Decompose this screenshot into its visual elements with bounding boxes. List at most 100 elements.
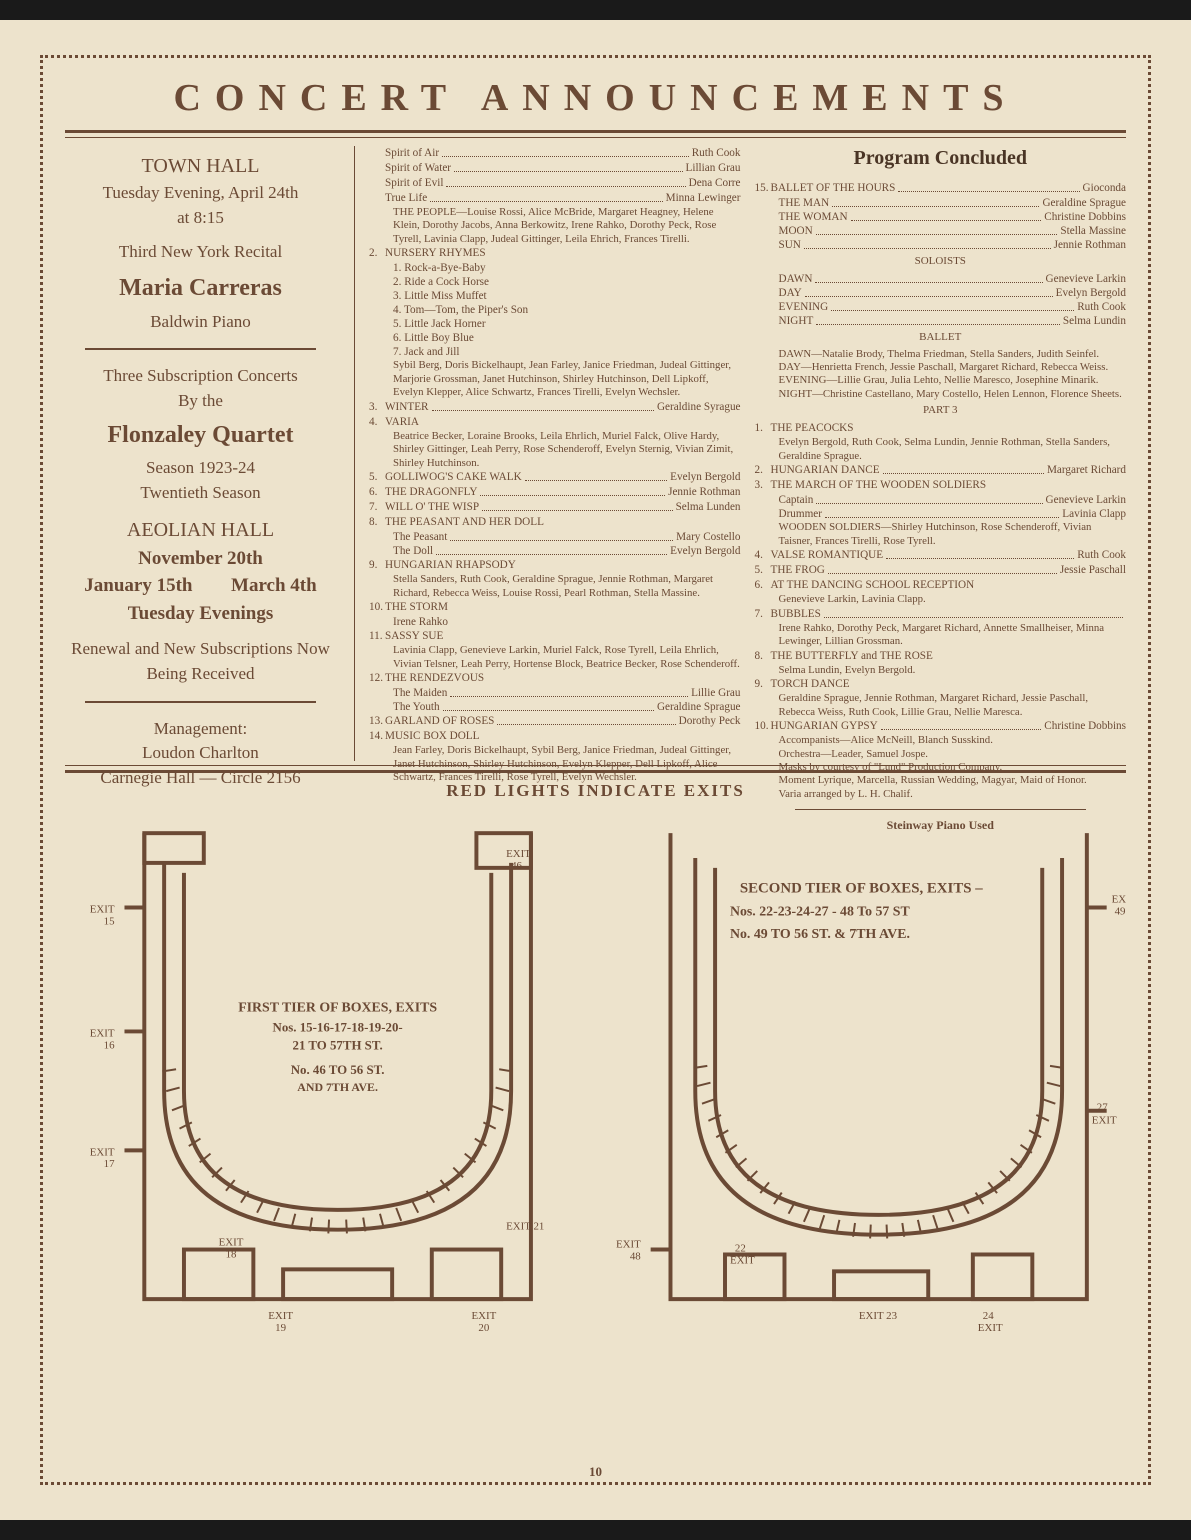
- date: March 4th: [231, 572, 317, 600]
- program-subline: CaptainGenevieve Larkin: [755, 493, 1127, 507]
- program-subline: SUNJennie Rothman: [755, 238, 1127, 252]
- program-detail: Orchestra—Leader, Samuel Jospe.: [755, 748, 1127, 761]
- date: Tuesday Evenings: [65, 600, 336, 628]
- program-subline: DAYEvelyn Bergold: [755, 286, 1127, 300]
- svg-text:18: 18: [226, 1248, 237, 1260]
- date: January 15th: [84, 572, 192, 600]
- manager-name: Loudon Charlton: [65, 741, 336, 766]
- program-subitem: 4. Tom—Tom, the Piper's Son: [369, 303, 741, 317]
- program-detail: DAY—Henrietta French, Jessie Paschall, M…: [755, 361, 1127, 374]
- rule: [65, 130, 1126, 133]
- program-detail: Geraldine Sprague, Jennie Rothman, Marga…: [755, 692, 1127, 719]
- program-line: 15.BALLET OF THE HOURSGioconda: [755, 181, 1127, 195]
- program-line: Spirit of EvilDena Corre: [369, 176, 741, 190]
- program-title: Program Concluded: [755, 146, 1127, 171]
- program-subline: EVENINGRuth Cook: [755, 300, 1127, 314]
- rule: [65, 137, 1126, 138]
- subscription-note: Renewal and New Subscriptions Now Being …: [65, 637, 336, 686]
- second-tier-diagram: SECOND TIER OF BOXES, EXITS – Nos. 22-23…: [611, 811, 1127, 1351]
- program-detail: Sybil Berg, Doris Bickelhaupt, Jean Farl…: [369, 359, 741, 399]
- program-line: 6.THE DRAGONFLYJennie Rothman: [369, 485, 741, 499]
- svg-text:EXIT: EXIT: [615, 1239, 640, 1251]
- section-label: BALLET: [755, 331, 1127, 345]
- svg-text:22: 22: [734, 1243, 745, 1255]
- program-subline: MOONStella Massine: [755, 224, 1127, 238]
- program-subitem: 1. Rock-a-Bye-Baby: [369, 261, 741, 275]
- program-subitem: 2. Ride a Cock Horse: [369, 275, 741, 289]
- program-line: 13.GARLAND OF ROSESDorothy Peck: [369, 714, 741, 728]
- svg-text:EXIT 23: EXIT 23: [858, 1310, 897, 1322]
- svg-text:No. 49 TO 56 ST. & 7TH AVE.: No. 49 TO 56 ST. & 7TH AVE.: [729, 927, 909, 942]
- program-subline: The YouthGeraldine Sprague: [369, 700, 741, 714]
- program-subline: NIGHTSelma Lundin: [755, 314, 1127, 328]
- program-heading: 14.MUSIC BOX DOLL: [369, 729, 741, 743]
- svg-text:EXIT: EXIT: [1091, 1115, 1116, 1127]
- program-detail: EVENING—Lillie Grau, Julia Lehto, Nellie…: [755, 374, 1127, 387]
- program-line: Spirit of WaterLillian Grau: [369, 161, 741, 175]
- divider: [85, 701, 316, 703]
- program-heading: 8.THE BUTTERFLY and THE ROSE: [755, 649, 1127, 663]
- venue: AEOLIAN HALL: [65, 516, 336, 545]
- page-number: 10: [589, 1464, 602, 1480]
- svg-text:EXIT: EXIT: [90, 1146, 115, 1158]
- program-subline: THE WOMANChristine Dobbins: [755, 210, 1127, 224]
- first-tier-diagram: FIRST TIER OF BOXES, EXITS Nos. 15-16-17…: [65, 811, 581, 1351]
- program-detail: Evelyn Bergold, Ruth Cook, Selma Lundin,…: [755, 436, 1127, 463]
- svg-text:EXIT: EXIT: [90, 903, 115, 915]
- program-detail: Genevieve Larkin, Lavinia Clapp.: [755, 593, 1127, 606]
- program-line: 4.VALSE ROMANTIQUERuth Cook: [755, 548, 1127, 562]
- program-subline: The PeasantMary Costello: [369, 530, 741, 544]
- program-heading: 12.THE RENDEZVOUS: [369, 671, 741, 685]
- program-subline: DrummerLavinia Clapp: [755, 507, 1127, 521]
- event-desc: Third New York Recital: [65, 240, 336, 265]
- page: CONCERT ANNOUNCEMENTS TOWN HALL Tuesday …: [0, 20, 1191, 1520]
- program-subline: The MaidenLillie Grau: [369, 686, 741, 700]
- program-heading: 3.THE MARCH OF THE WOODEN SOLDIERS: [755, 478, 1127, 492]
- svg-text:SECOND TIER OF BOXES, EXITS –: SECOND TIER OF BOXES, EXITS –: [739, 881, 982, 897]
- program-detail: WOODEN SOLDIERS—Shirley Hutchinson, Rose…: [755, 521, 1127, 548]
- svg-text:48: 48: [629, 1250, 640, 1262]
- program-subline: The DollEvelyn Bergold: [369, 544, 741, 558]
- program-subitem: 5. Little Jack Horner: [369, 317, 741, 331]
- svg-text:EXIT 21: EXIT 21: [506, 1221, 544, 1233]
- piano-credit: Baldwin Piano: [65, 310, 336, 335]
- program-detail: THE PEOPLE—Louise Rossi, Alice McBride, …: [369, 206, 741, 246]
- program-columns: Spirit of AirRuth CookSpirit of WaterLil…: [355, 146, 1126, 761]
- management-label: Management:: [65, 717, 336, 742]
- svg-text:FIRST TIER OF BOXES, EXITS: FIRST TIER OF BOXES, EXITS: [238, 1001, 437, 1016]
- program-subitem: 7. Jack and Jill: [369, 345, 741, 359]
- program-heading: 1.THE PEACOCKS: [755, 421, 1127, 435]
- svg-text:49: 49: [1114, 905, 1125, 917]
- svg-text:19: 19: [275, 1322, 286, 1334]
- program-heading: 6.AT THE DANCING SCHOOL RECEPTION: [755, 578, 1127, 592]
- program-subitem: 3. Little Miss Muffet: [369, 289, 741, 303]
- divider: [85, 348, 316, 350]
- program-heading: 9.TORCH DANCE: [755, 677, 1127, 691]
- svg-text:EXIT: EXIT: [729, 1254, 754, 1266]
- svg-text:EXIT: EXIT: [219, 1237, 244, 1249]
- program-line: 7.BUBBLES: [755, 607, 1127, 621]
- program-heading: 8.THE PEASANT AND HER DOLL: [369, 515, 741, 529]
- svg-text:EXIT: EXIT: [977, 1322, 1002, 1334]
- program-detail: DAWN—Natalie Brody, Thelma Friedman, Ste…: [755, 348, 1127, 361]
- program-subline: THE MANGeraldine Sprague: [755, 196, 1127, 210]
- svg-text:AND 7TH AVE.: AND 7TH AVE.: [297, 1080, 378, 1094]
- dates-row: January 15th March 4th: [65, 572, 336, 600]
- svg-text:27: 27: [1096, 1102, 1107, 1114]
- diagrams-row: FIRST TIER OF BOXES, EXITS Nos. 15-16-17…: [65, 811, 1126, 1351]
- date: November 20th: [65, 545, 336, 573]
- season-sub: Twentieth Season: [65, 481, 336, 506]
- program-subitem: 6. Little Boy Blue: [369, 331, 741, 345]
- program-heading: 10.THE STORM: [369, 600, 741, 614]
- program-detail: Jean Farley, Doris Bickelhaupt, Sybil Be…: [369, 744, 741, 784]
- svg-text:20: 20: [478, 1322, 489, 1334]
- program-line: 5.THE FROGJessie Paschall: [755, 563, 1127, 577]
- program-subline: DAWNGenevieve Larkin: [755, 272, 1127, 286]
- svg-text:EXIT: EXIT: [471, 1310, 496, 1322]
- date-line: Tuesday Evening, April 24th: [65, 181, 336, 206]
- line: By the: [65, 389, 336, 414]
- svg-text:46: 46: [511, 860, 522, 872]
- left-column: TOWN HALL Tuesday Evening, April 24th at…: [65, 146, 355, 761]
- program-detail: Irene Rahko, Dorothy Peck, Margaret Rich…: [755, 622, 1127, 649]
- program-line: 10.HUNGARIAN GYPSYChristine Dobbins: [755, 719, 1127, 733]
